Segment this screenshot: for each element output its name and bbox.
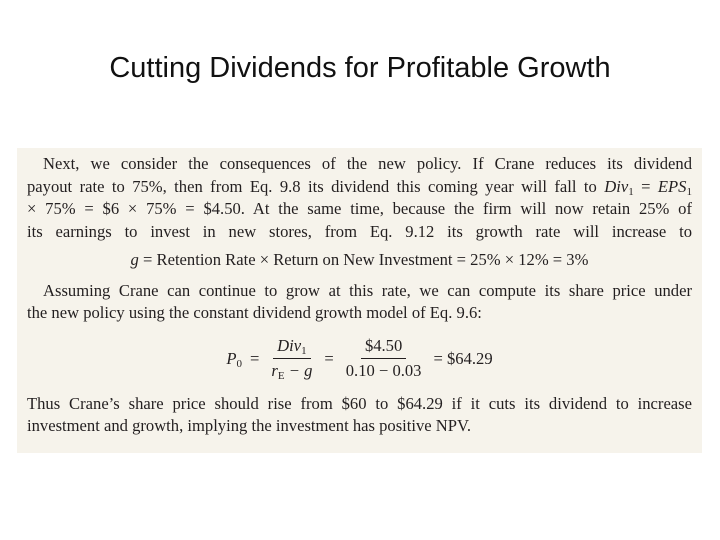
text-line: the new policy using the constant divide… [27,303,482,322]
text: payout rate to 75%, then from Eq. 9.8 it… [27,176,597,196]
math-var: − g [288,361,313,380]
slide-title: Cutting Dividends for Profitable Growth [109,52,611,84]
math: P0 [226,348,243,370]
operator: = [324,348,334,368]
equation: P0 = Div1 rE − g = $4.50 0.10 − 0.03 = $… [27,329,692,389]
subscript: E [277,370,285,382]
denominator: 0.10 − 0.03 [345,361,422,380]
fraction: Div1 rE − g [267,335,316,382]
math-var: r [271,361,278,380]
result: = $64.29 [433,348,493,368]
text-line: Assuming Crane can continue to grow at t… [43,280,692,300]
subscript: 0 [236,357,243,370]
operator: = [250,348,260,368]
math-var: Div [277,336,302,355]
numerator: Div1 [273,335,311,359]
textbook-excerpt: Next, we consider the consequences of th… [17,148,702,453]
text-line: Thus Crane’s share price should rise fro… [27,393,692,413]
text-line: investment and growth, implying the inve… [27,416,472,435]
text-line: its earnings to invest in new stores, fr… [27,221,692,241]
subscript: 1 [628,185,634,198]
numerator: $4.50 [360,335,407,359]
subscript: 1 [686,185,692,198]
text-line: × 75% = $6 × 75% = $4.50. At the same ti… [27,199,692,218]
text-line: payout rate to 75%, then from Eq. 9.8 it… [27,176,692,199]
text: = Retention Rate × Return on New Investm… [143,250,589,269]
math-var: Div [604,176,629,196]
subscript: 1 [301,345,307,357]
fraction: $4.50 0.10 − 0.03 [342,335,426,382]
equation: g = Retention Rate × Return on New Inves… [27,249,692,272]
text-line: Next, we consider the consequences of th… [43,154,692,173]
text: = [641,176,651,196]
denominator: rE − g [267,359,316,382]
math-var: g [130,250,139,269]
math-var: P [226,348,237,368]
math-var: EPS [657,176,687,196]
